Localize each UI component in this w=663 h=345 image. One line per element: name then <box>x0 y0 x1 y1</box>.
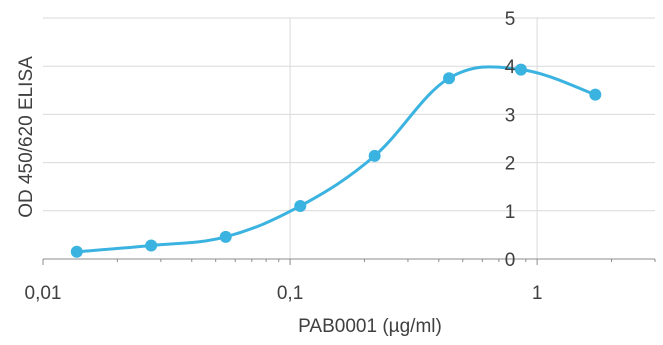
x-tick-label: 0,01 <box>25 283 62 304</box>
y-tick-label: 4 <box>505 57 516 78</box>
series-line <box>75 65 597 254</box>
x-axis-title: PAB0001 (µg/ml) <box>298 316 442 337</box>
y-tick-label: 5 <box>505 9 516 30</box>
y-tick-label: 3 <box>505 105 516 126</box>
series-layer <box>70 63 602 258</box>
x-tick-label: 1 <box>532 283 543 304</box>
x-tick-label: 0,1 <box>277 283 303 304</box>
gridlines <box>43 17 655 259</box>
data-point <box>294 199 307 212</box>
y-axis-title: OD 450/620 ELISA <box>16 56 37 218</box>
data-point <box>514 63 527 76</box>
y-tick-label: 2 <box>505 154 516 175</box>
data-point <box>443 72 456 85</box>
axes <box>42 258 656 265</box>
data-point <box>145 239 158 252</box>
y-tick-label: 1 <box>505 202 516 223</box>
data-point <box>70 245 83 258</box>
data-point <box>589 88 602 101</box>
data-point <box>219 230 232 243</box>
data-point <box>368 149 381 162</box>
y-tick-label: 0 <box>505 250 516 271</box>
